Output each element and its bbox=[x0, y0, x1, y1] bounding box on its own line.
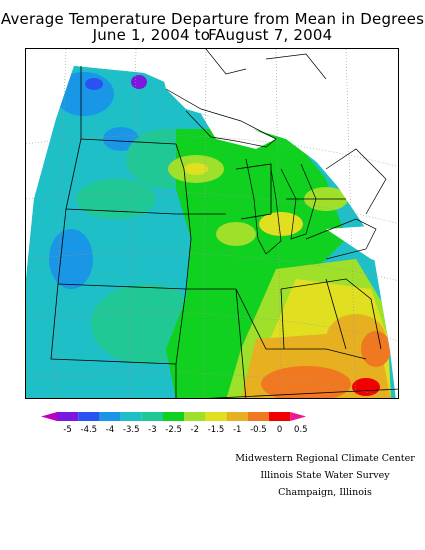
legend-arrow-right bbox=[290, 412, 307, 421]
legend-swatch bbox=[120, 412, 142, 421]
color-legend: -5 -4.5 -4 -3.5 -3 -2.5 -2 -1.5 -1 -0.5 0 0.5 bbox=[41, 412, 308, 435]
legend-swatch bbox=[269, 412, 291, 421]
legend-arrow-left bbox=[41, 412, 57, 421]
credit-line: Illinois State Water Survey bbox=[260, 470, 390, 481]
legend-tick-label: 0.5 bbox=[294, 425, 308, 435]
lake-outlines bbox=[165, 49, 387, 260]
state-borders bbox=[50, 66, 398, 398]
legend-swatch bbox=[247, 412, 269, 421]
legend-tick-label: -2.5 bbox=[165, 425, 182, 435]
legend-swatch bbox=[226, 412, 248, 421]
legend-swatch bbox=[57, 412, 79, 421]
map-date-range: June 1, 2004 to August 7, 2004 bbox=[92, 26, 333, 44]
credit-line: Champaign, Illinois bbox=[278, 487, 372, 498]
legend-tick-label: -3 bbox=[148, 425, 156, 435]
legend-tick-label: -3.5 bbox=[123, 425, 140, 435]
temperature-departure-map bbox=[26, 49, 398, 398]
legend-tick-label: -1 bbox=[233, 425, 241, 435]
map-panel bbox=[25, 48, 399, 399]
legend-tick-label: -5 bbox=[63, 425, 71, 435]
legend-tick-label: 0 bbox=[277, 425, 282, 435]
map-title: Average Temperature Departure from Mean … bbox=[0, 10, 425, 44]
legend-swatch bbox=[99, 412, 121, 421]
credit-line: Midwestern Regional Climate Center bbox=[235, 453, 415, 464]
legend-tick-label: -0.5 bbox=[250, 425, 267, 435]
legend-swatch bbox=[141, 412, 163, 421]
legend-tick-label: -2 bbox=[191, 425, 199, 435]
legend-tick-label: -1.5 bbox=[208, 425, 225, 435]
legend-swatch bbox=[205, 412, 227, 421]
legend-tick-label: -4.5 bbox=[81, 425, 98, 435]
legend-swatch bbox=[184, 412, 206, 421]
legend-swatch bbox=[163, 412, 185, 421]
legend-swatch bbox=[78, 412, 100, 421]
non-data-areas bbox=[156, 49, 398, 269]
legend-tick-label: -4 bbox=[106, 425, 114, 435]
